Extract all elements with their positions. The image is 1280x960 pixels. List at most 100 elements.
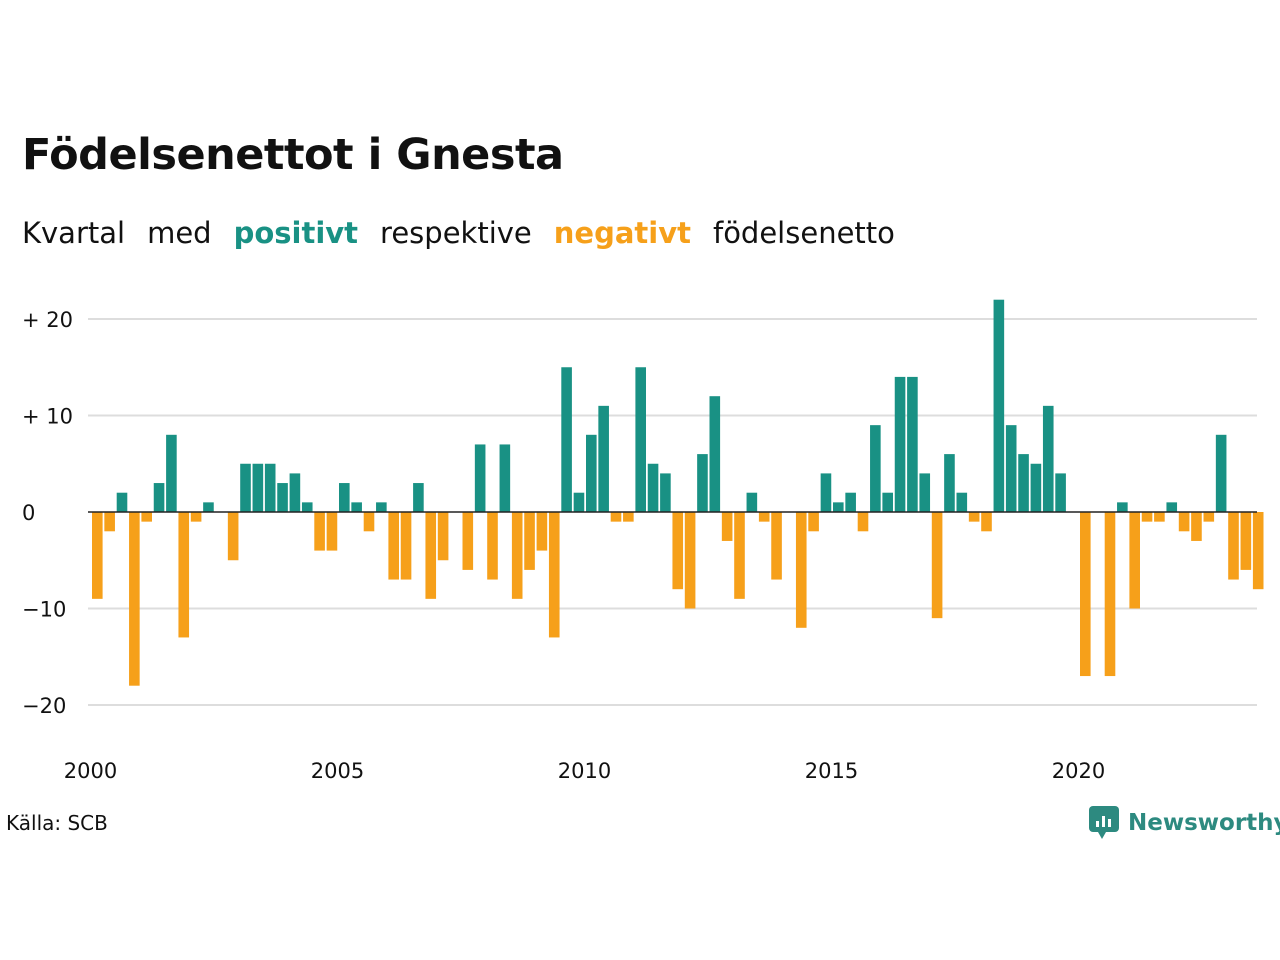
chart-subtitle: Kvartal med positivt respektive negativt föde…	[22, 216, 917, 250]
bar	[882, 492, 893, 512]
bar	[944, 454, 955, 512]
bar	[709, 396, 721, 512]
bar	[92, 512, 103, 599]
x-tick-label: 2010	[558, 759, 611, 783]
y-tick-label: −10	[22, 598, 66, 622]
bar	[301, 502, 313, 512]
bar	[981, 512, 992, 532]
bar	[660, 473, 671, 512]
bar	[141, 512, 152, 522]
bar	[907, 376, 918, 512]
bar	[1240, 512, 1252, 570]
bar	[956, 492, 968, 512]
bar	[684, 512, 696, 609]
bar	[894, 376, 906, 512]
subtitle-positive-label: positivt	[233, 216, 359, 250]
bar	[820, 473, 832, 512]
bar	[425, 512, 437, 599]
bar	[870, 425, 881, 512]
subtitle-negative-label: negativt	[553, 216, 691, 250]
bar	[1018, 454, 1029, 512]
x-tick-label: 2020	[1052, 759, 1105, 783]
bar	[561, 367, 572, 512]
bar	[437, 512, 449, 561]
bar	[586, 434, 597, 512]
bar	[351, 502, 362, 512]
subtitle-text-kvartal: Kvartal	[22, 216, 126, 250]
bar	[536, 512, 548, 551]
bar	[203, 502, 214, 512]
bar	[1203, 512, 1215, 522]
bar	[289, 473, 301, 512]
y-tick-label: 0	[22, 501, 35, 525]
source-note: Källa: SCB	[6, 811, 108, 835]
bar	[672, 512, 684, 590]
bar	[240, 463, 251, 512]
y-tick-label: + 10	[22, 405, 73, 429]
subtitle-text-med: med	[147, 216, 212, 250]
bar	[746, 492, 758, 512]
bar	[116, 492, 128, 512]
bar	[190, 512, 202, 522]
subtitle-text-fodelsenetto: födelsenetto	[712, 216, 895, 250]
bar	[474, 444, 486, 512]
bar	[363, 512, 375, 532]
bar	[1166, 502, 1178, 512]
bar	[166, 434, 177, 512]
y-tick-label: −20	[22, 694, 66, 718]
bar	[104, 512, 115, 532]
bar	[771, 512, 782, 580]
bar	[1129, 512, 1140, 609]
bar	[388, 512, 399, 580]
bar	[635, 367, 646, 512]
bar	[919, 473, 931, 512]
bar	[598, 405, 609, 512]
bar	[845, 492, 856, 512]
bar	[857, 512, 869, 532]
bar	[1228, 512, 1239, 580]
bar	[968, 512, 980, 522]
bar	[376, 502, 387, 512]
bar	[1141, 512, 1153, 522]
bar	[993, 299, 1005, 512]
bar	[153, 483, 165, 512]
bar	[499, 444, 511, 512]
x-tick-label: 2015	[805, 759, 858, 783]
bar	[573, 492, 585, 512]
bar	[339, 483, 350, 512]
bar	[1005, 425, 1017, 512]
bar	[1042, 405, 1054, 512]
bar	[326, 512, 338, 551]
bar	[487, 512, 498, 580]
bar	[697, 454, 708, 512]
bar	[1178, 512, 1190, 532]
x-tick-label: 2000	[64, 759, 117, 783]
newsworthy-logo-icon	[1089, 806, 1119, 839]
bar	[795, 512, 807, 628]
bar	[1104, 512, 1116, 677]
bar	[227, 512, 239, 561]
bar	[264, 463, 276, 512]
bar	[1215, 434, 1227, 512]
bar	[548, 512, 560, 638]
bar	[314, 512, 325, 551]
y-tick-label: + 20	[22, 308, 73, 332]
chart-title: Födelsenettot i Gnesta	[22, 130, 564, 180]
bar	[833, 502, 844, 512]
bar	[511, 512, 523, 599]
bar	[400, 512, 412, 580]
bar	[129, 512, 140, 686]
bar	[610, 512, 622, 522]
bar	[623, 512, 634, 522]
bar	[252, 463, 264, 512]
x-tick-label: 2005	[311, 759, 364, 783]
bar	[1252, 512, 1264, 590]
bar	[758, 512, 770, 522]
bar	[1154, 512, 1165, 522]
bar	[1030, 463, 1042, 512]
bar	[1191, 512, 1202, 541]
bar	[1080, 512, 1091, 677]
bar	[524, 512, 535, 570]
bar	[413, 483, 424, 512]
